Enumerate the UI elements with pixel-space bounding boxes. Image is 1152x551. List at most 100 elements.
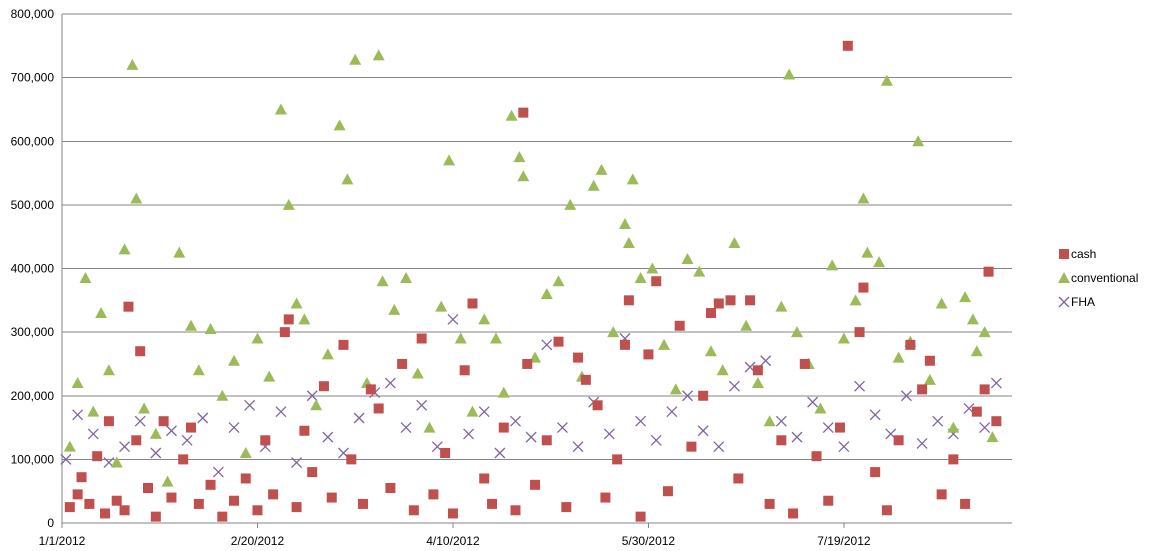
cash-point <box>600 492 611 503</box>
FHA-point <box>353 412 365 424</box>
x-tick-label: 5/30/2012 <box>622 534 676 548</box>
FHA-point <box>682 390 693 402</box>
FHA-point <box>838 441 850 453</box>
conventional-point <box>849 294 862 306</box>
conventional-point <box>435 300 448 312</box>
y-tick-label: 300,000 <box>11 325 55 339</box>
conventional-point <box>173 246 186 258</box>
y-tick-label: 500,000 <box>11 198 55 212</box>
conventional-point <box>228 354 241 366</box>
FHA-point <box>400 422 412 434</box>
cash-point <box>150 511 161 522</box>
cash-point <box>842 40 853 51</box>
conventional-point <box>947 421 960 433</box>
conventional-point <box>775 300 788 312</box>
FHA-point <box>212 466 224 478</box>
conventional-point <box>138 402 151 414</box>
conventional-point <box>443 154 456 166</box>
FHA-point <box>244 399 256 411</box>
conventional-point <box>783 68 796 80</box>
cash-point <box>103 416 114 427</box>
cash-point <box>385 483 396 494</box>
conventional-point <box>681 252 694 264</box>
conventional-point <box>454 332 467 344</box>
conventional-point <box>763 415 776 427</box>
cash-point <box>373 403 384 414</box>
cash-point <box>205 479 216 490</box>
cash-point <box>745 295 756 306</box>
cash-point <box>881 505 892 516</box>
conventional-point <box>837 332 850 344</box>
FHA-point <box>119 441 131 453</box>
legend-item-conventional: conventional <box>1058 271 1138 285</box>
cash-point <box>72 489 83 500</box>
cash-point <box>725 295 736 306</box>
cash-point <box>447 508 458 519</box>
cash-point <box>705 308 716 319</box>
conventional-point <box>513 151 526 163</box>
cash-point <box>530 479 541 490</box>
conventional-point <box>216 389 229 401</box>
cash-point <box>573 352 584 363</box>
conventional-point <box>892 351 905 363</box>
conventional-point <box>341 173 354 185</box>
cash-point <box>592 400 603 411</box>
FHA-point <box>869 409 881 421</box>
cash-point <box>119 505 130 516</box>
FHA-point <box>447 313 459 325</box>
FHA-point <box>635 415 647 427</box>
conventional-point <box>282 198 295 210</box>
cash-point <box>733 473 744 484</box>
cash-point <box>131 435 142 446</box>
conventional-point <box>478 313 491 325</box>
cash-point <box>283 314 294 325</box>
cash-point <box>143 483 154 494</box>
FHA-point <box>603 428 615 440</box>
FHA-point <box>166 425 177 437</box>
cash-point <box>553 336 564 347</box>
FHA-point <box>556 422 568 434</box>
conventional-point <box>290 297 303 309</box>
series-cash <box>64 40 1002 522</box>
conventional-point <box>126 58 139 70</box>
cash-point <box>788 508 799 519</box>
FHA-point <box>807 396 819 408</box>
FHA-point <box>775 415 787 427</box>
y-tick-label: 400,000 <box>11 262 55 276</box>
cash-point <box>686 441 697 452</box>
conventional-point <box>935 297 948 309</box>
FHA-point <box>900 390 912 402</box>
cash-point <box>893 435 904 446</box>
cash-point <box>635 511 646 522</box>
cash-point <box>440 448 451 459</box>
cash-point <box>811 451 822 462</box>
conventional-point <box>95 307 108 319</box>
FHA-point <box>416 399 428 411</box>
conventional-point <box>149 427 162 439</box>
cash-point <box>674 320 685 331</box>
conventional-point <box>497 386 510 398</box>
conventional-point <box>740 319 753 331</box>
cash-point <box>84 498 95 509</box>
legend-marker <box>1059 249 1069 259</box>
legend-item-cash: cash <box>1059 247 1096 261</box>
FHA-point <box>463 428 475 440</box>
conventional-point <box>587 179 600 191</box>
cash-point <box>186 422 197 433</box>
conventional-point <box>298 313 311 325</box>
conventional-point <box>978 326 991 338</box>
conventional-point <box>595 163 608 175</box>
conventional-point <box>333 119 346 131</box>
FHA-point <box>72 409 84 421</box>
cash-point <box>752 365 763 376</box>
FHA-point <box>990 377 1002 389</box>
cash-point <box>416 333 427 344</box>
cash-point <box>428 489 439 500</box>
cash-point <box>948 454 959 465</box>
conventional-point <box>489 332 502 344</box>
conventional-point <box>646 262 659 274</box>
conventional-point <box>118 243 131 255</box>
conventional-point <box>239 447 252 459</box>
cash-point <box>983 266 994 277</box>
cash-point <box>252 505 263 516</box>
